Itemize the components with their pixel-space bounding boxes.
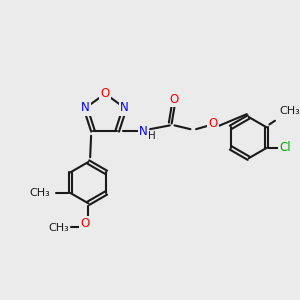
- Text: N: N: [139, 124, 148, 137]
- Text: O: O: [100, 87, 110, 100]
- Text: Cl: Cl: [280, 141, 291, 154]
- Text: CH₃: CH₃: [280, 106, 300, 116]
- Text: N: N: [120, 101, 129, 115]
- Text: O: O: [208, 117, 217, 130]
- Text: O: O: [80, 218, 89, 230]
- Text: CH₃: CH₃: [49, 223, 70, 233]
- Text: O: O: [170, 93, 179, 106]
- Text: CH₃: CH₃: [29, 188, 50, 198]
- Text: N: N: [81, 101, 90, 115]
- Text: H: H: [148, 131, 156, 141]
